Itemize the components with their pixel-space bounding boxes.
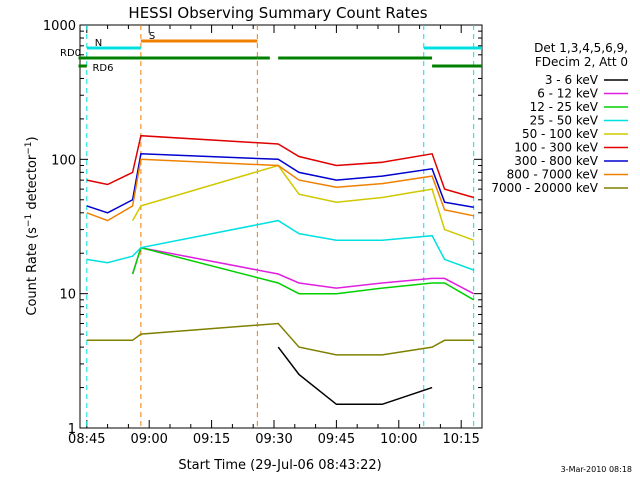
series-line-6-12-kev (131, 246, 475, 295)
series-lines (86, 134, 475, 406)
series-line-7000-20000-kev (86, 322, 474, 356)
legend-label-6-12-kev: 6 - 12 keV (537, 87, 599, 101)
legend-header-1: Det 1,3,4,5,6,9, (534, 41, 628, 55)
legend-label-300-800-kev: 300 - 800 keV (514, 154, 598, 168)
footer-date: 3-Mar-2010 08:18 (561, 465, 632, 474)
y-tick-label: 1000 (43, 19, 76, 34)
legend-header-2: FDecim 2, Att 0 (535, 55, 628, 69)
series-line-100-300-kev (86, 134, 474, 199)
series-line-25-50-kev (86, 219, 474, 271)
x-tick-label: 09:00 (130, 432, 167, 447)
x-axis: 08:45 09:00 09:15 09:30 09:45 10:00 10:15 (68, 25, 483, 447)
x-axis-label: Start Time (29-Jul-06 08:43:22) (178, 458, 381, 473)
y-axis: 1 10 100 1000 (43, 19, 482, 437)
x-tick-label: 09:30 (255, 432, 292, 447)
series-line-12-25-kev (131, 246, 475, 301)
y-axis-label: Count Rate (s−1 detector−1) (24, 136, 40, 315)
series-line-300-800-kev (86, 153, 474, 214)
x-tick-label: 10:15 (442, 432, 479, 447)
legend: Det 1,3,4,5,6,9, FDecim 2, Att 0 3 - 6 k… (491, 41, 628, 195)
flag-label-n: N (95, 38, 102, 49)
time-markers (86, 25, 475, 428)
series-line-3-6-kev (277, 346, 433, 406)
series-line-800-7000-kev (86, 158, 474, 222)
attenuator-flags: S N RD0 RD6 (60, 31, 482, 74)
x-tick-label: 09:45 (318, 432, 355, 447)
legend-label-100-300-kev: 100 - 300 keV (514, 141, 598, 155)
x-tick-label: 10:00 (380, 432, 417, 447)
legend-label-50-100-kev: 50 - 100 keV (522, 127, 599, 141)
legend-label-800-7000-kev: 800 - 7000 keV (507, 168, 599, 182)
legend-label-25-50-kev: 25 - 50 keV (530, 114, 599, 128)
flag-label-s: S (149, 31, 155, 42)
legend-label-3-6-kev: 3 - 6 keV (545, 73, 599, 87)
y-tick-label: 1 (68, 422, 76, 437)
legend-label-12-25-kev: 12 - 25 keV (530, 100, 599, 114)
y-tick-label: 10 (59, 288, 76, 303)
y-tick-label: 100 (51, 153, 76, 168)
flag-label-rd0: RD0 (60, 48, 81, 59)
series-line-50-100-kev (131, 164, 474, 241)
legend-label-7000-20000-kev: 7000 - 20000 keV (491, 181, 598, 195)
plot-area: 1 10 100 1000 08:45 09:00 09:15 09:30 09:45 10:0… (43, 19, 483, 447)
x-tick-label: 09:15 (193, 432, 230, 447)
x-tick-label: 08:45 (68, 432, 105, 447)
flag-label-rd6: RD6 (92, 63, 113, 74)
plot-frame (79, 24, 483, 429)
chart-title: HESSI Observing Summary Count Rates (128, 4, 427, 22)
